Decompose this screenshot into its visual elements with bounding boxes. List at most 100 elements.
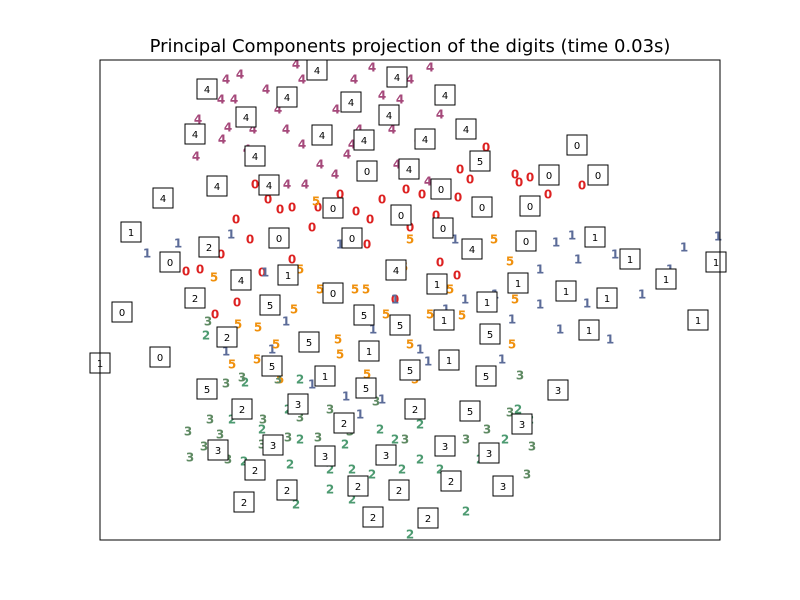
digit-thumbnail [432,217,454,239]
digit-point: 1 [342,390,350,404]
digit-point: 2 [348,493,356,507]
digit-point: 1 [508,313,516,327]
digit-point: 2 [296,433,304,447]
digit-point: 0 [264,193,272,207]
digit-thumbnail [461,238,483,260]
digit-point: 4 [350,73,358,87]
digit-thumbnail [385,259,407,281]
digit-point: 5 [228,358,236,372]
digit-thumbnail [258,174,280,196]
digit-point: 2 [368,468,376,482]
digit-thumbnail [475,365,497,387]
thumbnail-digit: 4 [393,266,399,277]
digit-point: 3 [216,428,224,442]
digit-thumbnail [414,128,436,150]
digit-thumbnail [378,104,400,126]
digit-point: 0 [217,248,225,262]
digit-point: 4 [222,73,230,87]
digit-point: 3 [238,371,246,385]
digit-point: 0 [466,173,474,187]
digit-point: 2 [416,453,424,467]
digit-point: 1 [638,288,646,302]
plot-area: 4444444444444444444444444444444444444000… [89,58,727,542]
digit-thumbnail [386,66,408,88]
digit-thumbnail [353,129,375,151]
digit-point: 0 [363,238,371,252]
thumbnail-digit: 0 [479,203,485,214]
digit-point: 0 [211,308,219,322]
digit-point: 1 [391,293,399,307]
digit-point: 4 [217,93,225,107]
digit-point: 1 [174,237,182,251]
digit-point: 5 [426,308,434,322]
digit-thumbnail [547,379,569,401]
digit-point: 0 [453,269,461,283]
digit-point: 5 [254,321,262,335]
digit-point: 4 [224,121,232,135]
thumbnail-digit: 3 [270,441,276,452]
digit-thumbnail [399,359,421,381]
digit-point: 2 [416,418,424,432]
thumbnail-digit: 4 [394,73,400,84]
thumbnail-digit: 1 [695,316,701,327]
digit-point: 3 [372,395,380,409]
digit-thumbnail [322,197,344,219]
digit-thumbnail [231,398,253,420]
thumbnail-digit: 4 [348,98,354,109]
digit-thumbnail [476,291,498,313]
digit-point: 1 [606,333,614,347]
digit-thumbnail [159,251,181,273]
thumbnail-digit: 5 [483,372,489,383]
thumbnail-digit: 3 [383,451,389,462]
digit-thumbnail [353,304,375,326]
thumbnail-digit: 5 [477,157,483,168]
thumbnail-digit: 2 [448,477,454,488]
digit-point: 5 [312,195,320,209]
thumbnail-digit: 3 [442,442,448,453]
digit-point: 2 [326,463,334,477]
thumbnail-digit: 4 [319,131,325,142]
digit-point: 1 [369,323,377,337]
chart-title: Principal Components projection of the d… [150,36,671,57]
digit-thumbnail [478,442,500,464]
digit-point: 0 [578,179,586,193]
digit-thumbnail [469,150,491,172]
thumbnail-digit: 3 [486,449,492,460]
digit-point: 0 [526,171,534,185]
digit-point: 4 [331,168,339,182]
thumbnail-digit: 3 [500,482,506,493]
digit-point: 3 [462,433,470,447]
digit-point: 0 [482,141,490,155]
digit-thumbnail [519,195,541,217]
thumbnail-digit: 4 [406,165,412,176]
digit-point: 5 [490,233,498,247]
digit-point: 4 [282,123,290,137]
digit-point: 1 [552,236,560,250]
digit-thumbnail [314,445,336,467]
digit-thumbnail [455,118,477,140]
thumbnail-digit: 2 [341,419,347,430]
digit-thumbnail [433,309,455,331]
digit-point: 0 [402,183,410,197]
digit-point: 4 [368,61,376,75]
thumbnail-digit: 2 [239,405,245,416]
thumbnail-digit: 4 [386,111,392,122]
digit-point: 0 [352,205,360,219]
digit-thumbnail [584,226,606,248]
digit-point: 0 [418,188,426,202]
digit-thumbnail [619,248,641,270]
digit-point: 1 [336,238,344,252]
digit-thumbnail [276,479,298,501]
digit-point: 1 [461,293,469,307]
digit-point: 2 [292,498,300,512]
digit-point: 4 [343,148,351,162]
thumbnail-digit: 1 [446,356,452,367]
digit-thumbnail [538,164,560,186]
digit-point: 1 [282,315,290,329]
digit-point: 1 [451,233,459,247]
digit-point: 0 [391,293,399,307]
digit-point: 1 [583,297,591,311]
digit-point: 5 [210,271,218,285]
digit-thumbnail [404,398,426,420]
digit-point: 4 [426,61,434,75]
